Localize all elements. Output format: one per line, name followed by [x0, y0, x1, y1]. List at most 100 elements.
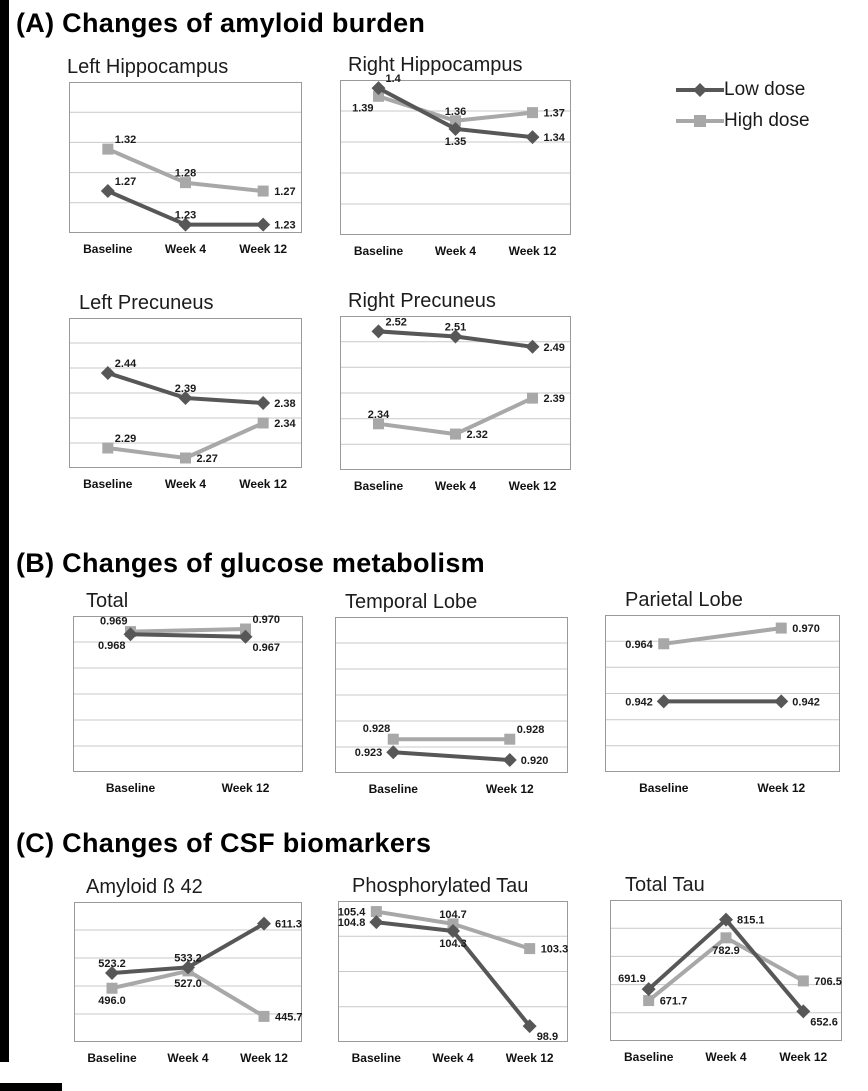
chart-title: Left Precuneus [79, 292, 214, 314]
data-label: 611.3 [275, 919, 302, 931]
diamond-marker [525, 130, 540, 145]
data-label: 0.970 [792, 623, 820, 635]
x-axis-label: Week 4 [165, 242, 206, 256]
x-axis-label: Week 4 [165, 477, 206, 491]
data-label: 2.29 [115, 433, 136, 445]
line-chart: 0.969 0.970 0.968 0.967 Baseline Week 12 [73, 614, 303, 795]
data-label: 0.942 [792, 696, 820, 708]
x-axis-label: Baseline [83, 477, 133, 491]
x-axis-label: Week 12 [779, 1050, 827, 1064]
chart-title: Parietal Lobe [625, 589, 743, 611]
square-marker [450, 115, 461, 127]
diamond-marker [371, 81, 386, 96]
diamond-marker [448, 329, 463, 344]
chart-total-tau: Total Tau 671.7 782.9 706.5 691.9 815.1 652.6 B… [610, 872, 868, 1071]
square-marker [258, 1010, 270, 1022]
chart-title: Right Hippocampus [348, 54, 523, 76]
series-line-low_dose [391, 750, 512, 762]
diamond-marker [123, 627, 138, 642]
chart-temporal-lobe: Temporal Lobe 0.928 0.928 0.923 0.920 Baselin… [335, 589, 626, 803]
series-line-high_dose [661, 626, 784, 646]
x-axis-label: Baseline [354, 244, 404, 258]
x-axis-label: Baseline [106, 781, 156, 795]
data-label: 0.964 [625, 639, 653, 651]
data-label: 2.44 [115, 358, 137, 370]
line-chart: 1.32 1.28 1.27 1.27 1.23 1.23 Baseline Week 4 We… [69, 82, 302, 256]
chart-left-precuneus: Left Precuneus 2.29 2.27 2.34 2.44 2.39 2.38 Ba… [69, 290, 360, 498]
diamond-marker [522, 1019, 537, 1034]
data-label: 2.34 [274, 418, 296, 430]
square-marker [257, 417, 269, 429]
x-axis-label: Baseline [352, 1051, 402, 1065]
line-chart: 0.928 0.928 0.923 0.920 Baseline Week 12 [335, 617, 568, 796]
data-label: 0.928 [517, 724, 545, 736]
data-label: 533.2 [174, 952, 202, 964]
data-label: 2.49 [544, 342, 565, 354]
data-label: 2.39 [175, 383, 196, 395]
section-b-title: (B) Changes of glucose metabolism [16, 548, 485, 578]
x-axis-label: Week 4 [435, 479, 476, 493]
square-marker [527, 392, 538, 404]
data-label: 1.32 [115, 134, 136, 146]
x-axis-label: Week 4 [705, 1050, 746, 1064]
square-marker [524, 943, 536, 955]
x-axis-label: Week 4 [435, 244, 476, 258]
legend-item-high-dose: High dose [676, 105, 810, 136]
data-label: 2.52 [386, 316, 407, 328]
data-label: 0.942 [625, 696, 653, 708]
square-marker [257, 185, 269, 197]
data-label: 0.969 [100, 616, 128, 628]
square-marker [450, 428, 461, 440]
line-chart: 0.964 0.970 0.942 0.942 Baseline Week 12 [605, 615, 840, 795]
x-axis-label: Week 12 [509, 479, 557, 493]
diamond-marker [257, 916, 271, 931]
square-marker [180, 452, 191, 464]
data-label: 104.8 [338, 917, 366, 929]
diamond-marker [446, 923, 460, 938]
x-axis-label: Week 12 [509, 244, 557, 258]
data-label: 1.27 [274, 186, 295, 198]
data-label: 105.4 [338, 907, 366, 919]
square-marker [658, 638, 670, 650]
square-marker [240, 623, 251, 635]
diamond-marker [641, 982, 656, 997]
series-line-high_dose [128, 627, 248, 634]
data-label: 523.2 [98, 958, 126, 970]
legend-label-low-dose: Low dose [724, 79, 806, 100]
chart-parietal-lobe: Parietal Lobe 0.964 0.970 0.942 0.942 Baselin… [605, 587, 868, 802]
data-label: 104.3 [439, 938, 467, 950]
square-marker [447, 918, 459, 930]
square-marker [370, 906, 382, 918]
data-label: 0.920 [521, 755, 549, 767]
x-axis-label: Week 12 [239, 477, 287, 491]
x-axis-label: Baseline [624, 1050, 674, 1064]
diamond-marker [256, 217, 271, 232]
data-label: 706.5 [814, 976, 842, 988]
square-marker [373, 418, 384, 430]
diamond-marker [525, 339, 540, 354]
diamond-marker [238, 629, 253, 644]
square-marker [504, 733, 516, 745]
square-marker [102, 143, 114, 155]
data-label: 2.32 [467, 429, 488, 441]
chart-title: Total [86, 590, 129, 612]
line-chart: 1.39 1.36 1.37 1.4 1.35 1.34 Baseline Week 4 Wee… [340, 73, 571, 258]
plot-border [340, 80, 571, 235]
diamond-marker [371, 324, 386, 339]
data-label: 0.967 [253, 642, 281, 654]
diamond-marker [181, 960, 195, 975]
diamond-marker [105, 966, 119, 981]
section-a-title: (A) Changes of amyloid burden [16, 8, 426, 38]
diamond-marker [100, 366, 115, 380]
square-marker [106, 982, 118, 994]
data-label: 496.0 [98, 995, 126, 1007]
data-label: 2.51 [445, 322, 466, 334]
x-axis-label: Baseline [87, 1051, 137, 1065]
data-label: 445.7 [275, 1011, 303, 1023]
x-axis-label: Week 12 [506, 1051, 554, 1065]
legend: Low dose High dose [676, 74, 810, 136]
low-dose-line-marker-icon [676, 82, 724, 97]
x-axis-label: Baseline [354, 479, 404, 493]
chart-left-hippocampus: Left Hippocampus 1.32 1.28 1.27 1.27 1.23 1.23… [67, 54, 360, 263]
data-label: 1.34 [544, 132, 566, 144]
